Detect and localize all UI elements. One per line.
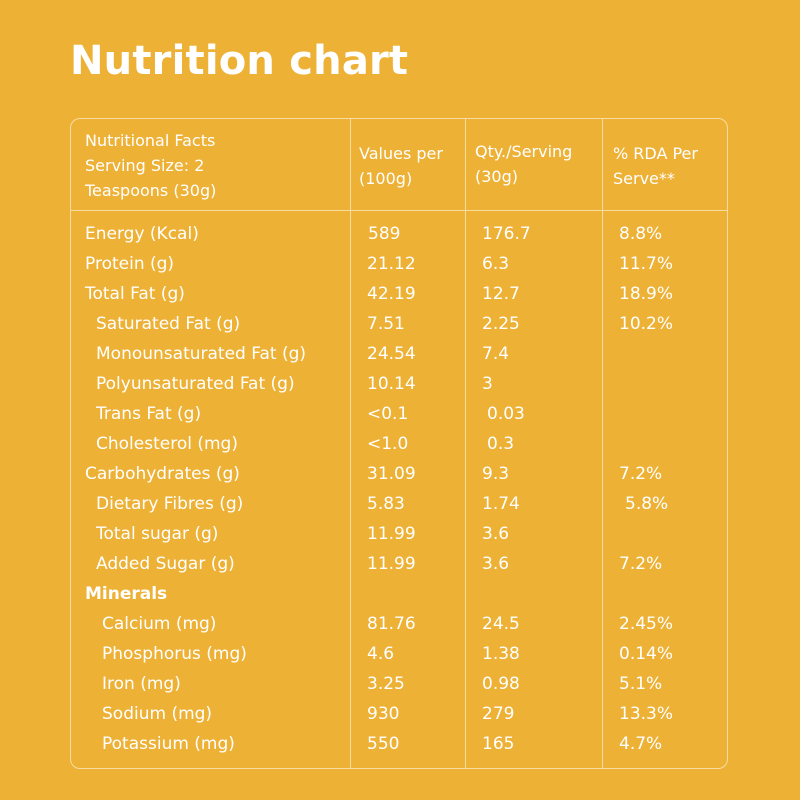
table-row: Energy (Kcal) 589 176.7 8.8% [71,219,727,249]
section-label-minerals: Minerals [85,584,168,604]
table-row: Phosphorus (mg) 4.6 1.38 0.14% [71,639,727,669]
value-per-100g: 42.19 [367,284,416,304]
nutrient-label: Sodium (mg) [102,704,213,724]
table-row: Polyunsaturated Fat (g) 10.14 3 [71,369,727,399]
table-row: Cholesterol (mg) <1.0 0.3 [71,429,727,459]
table-row: Iron (mg) 3.25 0.98 5.1% [71,669,727,699]
value-per-100g: 11.99 [367,554,416,574]
value-per-serving: 9.3 [482,464,510,484]
header-values-per-100g: Values per (100g) [359,144,443,188]
rda-percent: 5.8% [625,494,669,514]
rda-percent: 7.2% [619,554,663,574]
table-row: Total Fat (g) 42.19 12.7 18.9% [71,279,727,309]
value-per-100g: <0.1 [367,404,409,424]
nutrient-label: Calcium (mg) [102,614,217,634]
nutrient-label: Polyunsaturated Fat (g) [96,374,295,394]
value-per-serving: 279 [482,704,515,724]
value-per-serving: 165 [482,734,515,754]
nutrient-label: Cholesterol (mg) [96,434,238,454]
header-divider [71,210,727,211]
rda-percent: 10.2% [619,314,674,334]
value-per-100g: 10.14 [367,374,416,394]
value-per-serving: 12.7 [482,284,520,304]
table-row: Calcium (mg) 81.76 24.5 2.45% [71,609,727,639]
value-per-100g: 81.76 [367,614,416,634]
value-per-serving: 0.3 [487,434,515,454]
table-row: Carbohydrates (g) 31.09 9.3 7.2% [71,459,727,489]
nutrient-label: Dietary Fibres (g) [96,494,244,514]
value-per-100g: 3.25 [367,674,405,694]
value-per-serving: 1.38 [482,644,520,664]
nutrient-label: Carbohydrates (g) [85,464,240,484]
nutrient-label: Energy (Kcal) [85,224,199,244]
value-per-100g: <1.0 [367,434,409,454]
value-per-serving: 176.7 [482,224,531,244]
nutrient-label: Total sugar (g) [96,524,219,544]
value-per-100g: 24.54 [367,344,416,364]
value-per-100g: 11.99 [367,524,416,544]
table-row: Sodium (mg) 930 279 13.3% [71,699,727,729]
nutrient-label: Phosphorus (mg) [102,644,247,664]
column-divider [465,119,466,768]
table-row: Added Sugar (g) 11.99 3.6 7.2% [71,549,727,579]
value-per-serving: 2.25 [482,314,520,334]
value-per-serving: 0.98 [482,674,520,694]
value-per-serving: 3 [482,374,493,394]
value-per-serving: 24.5 [482,614,520,634]
value-per-100g: 7.51 [367,314,405,334]
rda-percent: 0.14% [619,644,674,664]
value-per-100g: 550 [367,734,400,754]
rda-percent: 7.2% [619,464,663,484]
table-row: Potassium (mg) 550 165 4.7% [71,729,727,759]
nutrient-label: Monounsaturated Fat (g) [96,344,306,364]
value-per-100g: 930 [367,704,400,724]
value-per-100g: 589 [368,224,401,244]
table-row: Total sugar (g) 11.99 3.6 [71,519,727,549]
header-qty-per-serving: Qty./Serving (30g) [475,142,573,186]
value-per-serving: 3.6 [482,554,510,574]
table-row: Dietary Fibres (g) 5.83 1.74 5.8% [71,489,727,519]
table-row-section: Minerals [71,579,727,609]
column-divider [350,119,351,768]
header-rda-per-serve: % RDA Per Serve** [613,144,698,188]
nutrition-table: Nutritional Facts Serving Size: 2 Teaspo… [70,118,728,769]
value-per-100g: 31.09 [367,464,416,484]
value-per-serving: 3.6 [482,524,510,544]
nutrient-label: Total Fat (g) [85,284,185,304]
nutrient-label: Trans Fat (g) [96,404,202,424]
value-per-100g: 4.6 [367,644,395,664]
value-per-serving: 0.03 [487,404,525,424]
nutrient-label: Iron (mg) [102,674,181,694]
table-row: Saturated Fat (g) 7.51 2.25 10.2% [71,309,727,339]
value-per-100g: 5.83 [367,494,405,514]
rda-percent: 18.9% [619,284,674,304]
rda-percent: 8.8% [619,224,663,244]
table-row: Monounsaturated Fat (g) 24.54 7.4 [71,339,727,369]
nutrient-label: Saturated Fat (g) [96,314,241,334]
value-per-100g: 21.12 [367,254,416,274]
table-row: Protein (g) 21.12 6.3 11.7% [71,249,727,279]
rda-percent: 5.1% [619,674,663,694]
nutrient-label: Protein (g) [85,254,175,274]
table-row: Trans Fat (g) <0.1 0.03 [71,399,727,429]
header-nutritional-facts: Nutritional Facts Serving Size: 2 Teaspo… [85,131,217,200]
value-per-serving: 1.74 [482,494,520,514]
nutrient-label: Added Sugar (g) [96,554,235,574]
value-per-serving: 6.3 [482,254,510,274]
rda-percent: 13.3% [619,704,674,724]
value-per-serving: 7.4 [482,344,510,364]
page-title: Nutrition chart [70,38,409,84]
rda-percent: 11.7% [619,254,674,274]
column-divider [602,119,603,768]
nutrient-label: Potassium (mg) [102,734,235,754]
rda-percent: 4.7% [619,734,663,754]
rda-percent: 2.45% [619,614,674,634]
